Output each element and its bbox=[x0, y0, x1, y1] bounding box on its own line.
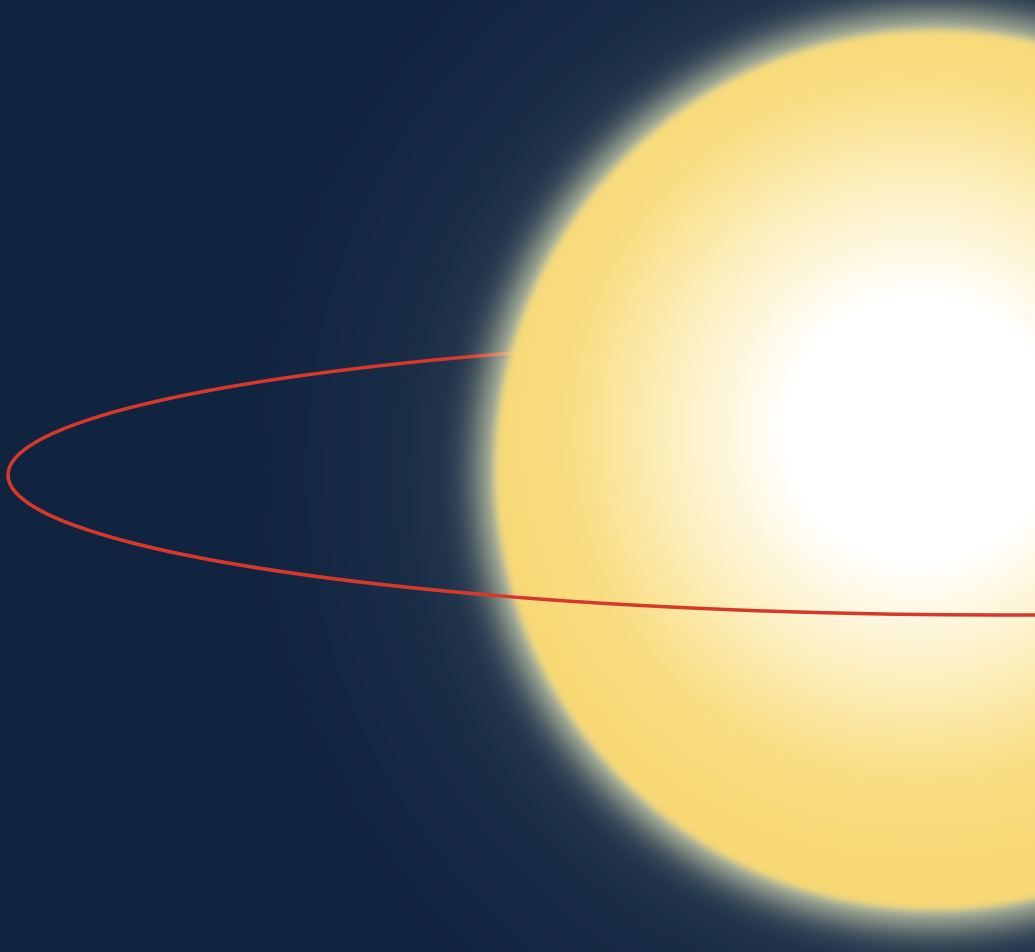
sun bbox=[495, 30, 1035, 910]
orbit-front bbox=[6, 474, 1035, 617]
